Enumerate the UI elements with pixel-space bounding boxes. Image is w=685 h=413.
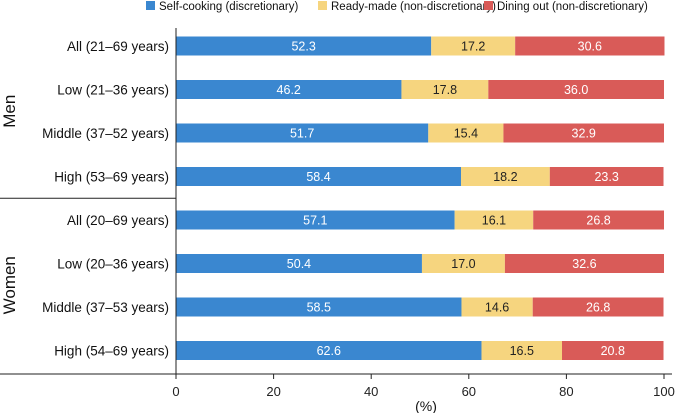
data-label-2-2: 32.9 xyxy=(572,127,596,141)
bar-1-6 xyxy=(461,297,533,317)
bar-2-1 xyxy=(488,80,664,99)
bar-0-0 xyxy=(176,36,432,56)
bar-2-4 xyxy=(533,210,664,230)
category-label-2: Middle (37–52 years) xyxy=(42,126,169,141)
bar-2-3 xyxy=(549,167,664,186)
bar-2-7 xyxy=(562,341,664,360)
data-label-1-2: 15.4 xyxy=(454,127,478,141)
data-label-2-5: 32.6 xyxy=(572,257,596,271)
legend-swatch-1 xyxy=(318,1,327,10)
bar-0-2 xyxy=(176,123,429,143)
x-axis-title: (%) xyxy=(415,398,437,413)
data-label-0-2: 51.7 xyxy=(290,127,314,141)
data-label-2-7: 20.8 xyxy=(601,344,625,358)
category-label-6: Middle (37–53 years) xyxy=(42,300,169,315)
bar-1-4 xyxy=(454,210,534,230)
bar-2-2 xyxy=(503,123,664,143)
x-tick-label-5: 100 xyxy=(653,384,675,399)
category-label-0: All (21–69 years) xyxy=(67,39,169,54)
data-label-2-1: 36.0 xyxy=(564,83,588,97)
category-label-3: High (53–69 years) xyxy=(54,170,169,185)
x-tick-label-1: 20 xyxy=(266,384,280,399)
data-label-2-4: 26.8 xyxy=(586,214,610,228)
data-label-0-4: 57.1 xyxy=(303,214,327,228)
bar-0-1 xyxy=(176,80,402,99)
category-label-5: Low (20–36 years) xyxy=(57,257,169,272)
legend-label-2: Dining out (non-discretionary) xyxy=(497,1,648,13)
legend-swatch-2 xyxy=(484,1,493,10)
bar-2-5 xyxy=(504,254,664,273)
axes: 0 20 40 60 80 100 (%) xyxy=(0,28,675,413)
data-label-2-3: 23.3 xyxy=(594,170,618,184)
legend-swatch-0 xyxy=(146,1,155,10)
data-label-1-1: 17.8 xyxy=(433,83,457,97)
bar-0-3 xyxy=(176,167,461,186)
data-label-1-0: 17.2 xyxy=(461,40,485,54)
bar-0-6 xyxy=(176,297,462,317)
bar-1-3 xyxy=(460,167,550,186)
bar-1-5 xyxy=(421,254,505,273)
data-label-2-6: 26.8 xyxy=(586,301,610,315)
bar-0-7 xyxy=(176,341,482,360)
bar-2-6 xyxy=(532,297,664,317)
category-label-4: All (20–69 years) xyxy=(67,213,169,228)
bar-1-2 xyxy=(428,123,504,143)
bar-1-0 xyxy=(431,36,516,56)
data-label-0-5: 50.4 xyxy=(287,257,311,271)
legend-label-0: Self-cooking (discretionary) xyxy=(159,1,299,13)
data-label-1-4: 16.1 xyxy=(482,214,506,228)
legend-label-1: Ready-made (non-discretionary) xyxy=(331,1,496,13)
bar-0-5 xyxy=(176,254,422,273)
bar-1-7 xyxy=(481,341,563,360)
data-label-0-3: 58.4 xyxy=(306,170,330,184)
x-tick-label-2: 40 xyxy=(364,384,378,399)
bar-0-4 xyxy=(176,210,455,230)
bars-layer: 52.3 17.2 30.6 46.2 17.8 36.0 51.7 15.4 32.9 58.4… xyxy=(176,36,665,360)
group-labels: Men Women xyxy=(0,95,176,314)
bar-2-0 xyxy=(515,36,665,56)
category-labels: All (21–69 years) Low (21–36 years) Middle… xyxy=(42,39,169,359)
legend: Self-cooking (discretionary) Ready-made (… xyxy=(146,1,648,13)
category-label-7: High (54–69 years) xyxy=(54,344,169,359)
data-label-0-7: 62.6 xyxy=(317,344,341,358)
x-tick-label-4: 80 xyxy=(559,384,573,399)
group-label-0: Men xyxy=(0,95,19,128)
group-label-1: Women xyxy=(0,256,19,314)
data-label-1-6: 14.6 xyxy=(485,301,509,315)
data-label-0-1: 46.2 xyxy=(277,83,301,97)
x-tick-label-3: 60 xyxy=(462,384,476,399)
bar-1-1 xyxy=(401,80,489,99)
data-label-1-3: 18.2 xyxy=(493,170,517,184)
data-label-0-6: 58.5 xyxy=(307,301,331,315)
data-label-1-5: 17.0 xyxy=(451,257,475,271)
data-label-1-7: 16.5 xyxy=(510,344,534,358)
data-label-2-0: 30.6 xyxy=(578,40,602,54)
category-label-1: Low (21–36 years) xyxy=(57,83,169,98)
x-tick-label-0: 0 xyxy=(172,384,179,399)
data-label-0-0: 52.3 xyxy=(291,40,315,54)
